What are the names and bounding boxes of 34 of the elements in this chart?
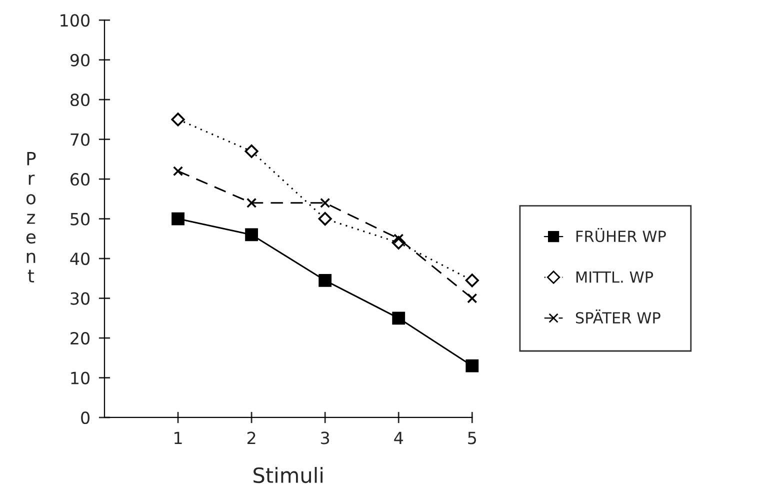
y-tick-label: 0 xyxy=(81,411,90,424)
point xyxy=(244,144,258,158)
y-tick-label: 10 xyxy=(71,372,90,384)
point xyxy=(172,212,184,226)
point xyxy=(466,359,479,372)
y-tick-label: 20 xyxy=(70,332,90,345)
point xyxy=(465,274,479,288)
y-axis-title: Prozent xyxy=(26,152,36,282)
y-tick-label: 70 xyxy=(70,133,90,146)
point xyxy=(467,293,478,304)
x-tick-label: 5 xyxy=(468,432,476,444)
point xyxy=(320,198,330,208)
y-tick-label: 40 xyxy=(70,252,90,266)
x-tick-label: 4 xyxy=(394,432,403,444)
y-tick-label: 90 xyxy=(70,54,90,66)
x-tick-label: 1 xyxy=(174,432,182,444)
legend-label: FRÜHER WP xyxy=(576,228,666,242)
point xyxy=(392,312,406,325)
y-tick-label: 60 xyxy=(70,173,90,186)
point xyxy=(172,166,184,176)
y-tick-label: 100 xyxy=(60,14,90,27)
y-tick-label: 80 xyxy=(70,94,90,106)
legend-label: MITTL. WP xyxy=(576,271,654,283)
x-tick-label: 3 xyxy=(321,432,330,444)
point xyxy=(318,212,332,226)
x-axis-title: Stimuli xyxy=(254,466,322,484)
y-tick-label: 30 xyxy=(70,292,90,305)
point xyxy=(171,112,185,126)
legend-label: SPÄTER WP xyxy=(576,309,660,324)
point xyxy=(318,274,332,287)
point xyxy=(246,198,257,208)
y-tick-label: 50 xyxy=(70,212,90,226)
point xyxy=(245,228,258,242)
x-tick-label: 2 xyxy=(247,432,256,444)
